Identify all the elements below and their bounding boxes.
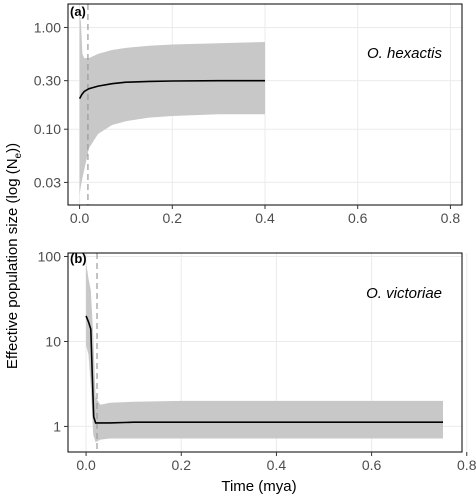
panel-a-x-tick-label-3: 0.6	[348, 210, 368, 226]
panel-a: 0.0 0.2 0.4 0.6 0.8 0.03 0.10 0.30 1.00 (a) O. hex…	[34, 3, 463, 226]
panel-a-x-tick-label-0: 0.0	[70, 210, 90, 226]
y-axis-title-subscript: e	[13, 152, 24, 158]
panel-b-x-tick-label-2: 0.4	[267, 457, 287, 473]
panel-a-hpd-band	[79, 12, 265, 195]
panel-a-y-tick-label-1: 0.10	[34, 121, 61, 137]
panel-a-x-tick-label-1: 0.2	[163, 210, 183, 226]
panel-b-y-tick-label-0: 1	[53, 418, 61, 434]
panel-b-x-tick-label-3: 0.6	[362, 457, 382, 473]
panel-b-x-tick-label-1: 0.2	[172, 457, 192, 473]
panel-b-y-tick-label-2: 100	[38, 249, 62, 265]
panel-b-y-tick-label-1: 10	[45, 333, 61, 349]
panel-b-label: (b)	[70, 251, 87, 266]
panel-b: 0.0 0.2 0.4 0.6 0.8 1 10 100 (b) O. victoriae	[38, 249, 476, 473]
panel-b-median-line	[85, 315, 443, 424]
panel-a-species-label: O. hexactis	[367, 45, 443, 62]
panel-a-y-tick-label-0: 0.03	[34, 174, 61, 190]
y-axis-title: Effective population size (log (Ne))	[4, 143, 24, 369]
panel-a-y-tick-label-2: 0.30	[34, 73, 61, 89]
panel-b-species-label: O. victoriae	[366, 285, 442, 302]
panel-b-x-tick-label-0: 0.0	[76, 457, 96, 473]
panel-a-y-tick-label-3: 1.00	[34, 19, 61, 35]
y-axis-title-close: ))	[4, 143, 21, 153]
panel-a-x-tick-label-4: 0.8	[441, 210, 461, 226]
panel-b-x-tick-label-4: 0.8	[457, 457, 476, 473]
panel-a-median-line	[78, 79, 265, 99]
panel-a-x-tick-label-2: 0.4	[255, 210, 275, 226]
x-axis-title: Time (mya)	[221, 478, 296, 495]
panel-a-label: (a)	[70, 4, 86, 19]
panel-b-frame	[67, 252, 463, 453]
y-axis-title-main: Effective population size (log (N	[4, 158, 21, 369]
panel-b-hpd-band	[86, 262, 443, 443]
